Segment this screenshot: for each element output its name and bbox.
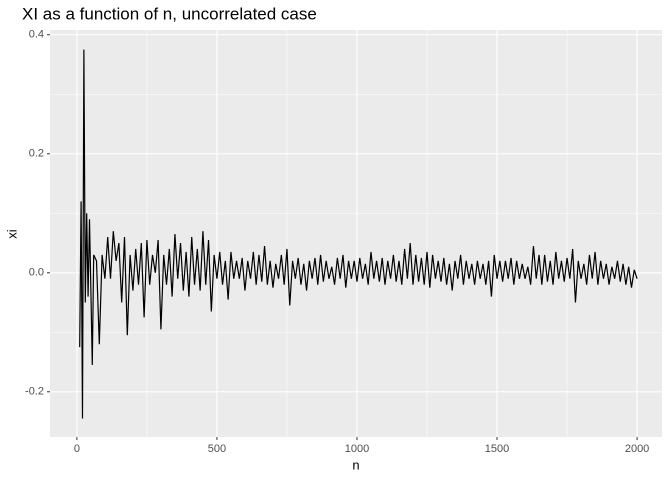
y-tick-label: 0.2 — [29, 148, 44, 160]
data-line — [79, 49, 638, 419]
chart-title: XI as a function of n, uncorrelated case — [22, 4, 317, 23]
x-tick-label: 500 — [208, 443, 226, 455]
y-tick-label: 0.0 — [29, 267, 44, 279]
y-tick-label: 0.4 — [29, 29, 44, 41]
y-tick-label: -0.2 — [25, 386, 44, 398]
x-tick-label: 0 — [74, 443, 80, 455]
x-axis-label: n — [352, 457, 359, 472]
x-tick-label: 1000 — [345, 443, 369, 455]
x-tick-label: 1500 — [485, 443, 509, 455]
panel — [50, 30, 662, 437]
y-axis-label: xi — [4, 229, 19, 239]
x-tick-label: 2000 — [625, 443, 649, 455]
